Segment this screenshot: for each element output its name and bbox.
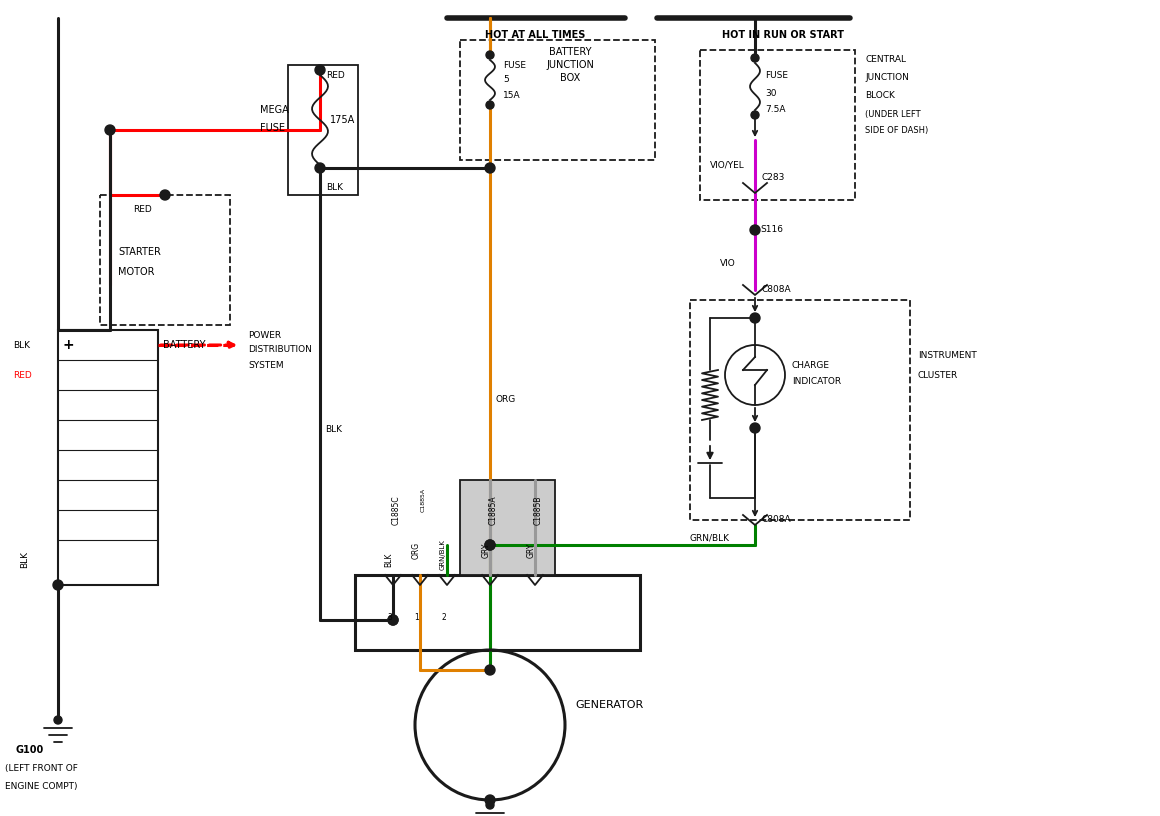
Text: 7.5A: 7.5A [764, 105, 785, 114]
Text: C1885A: C1885A [420, 488, 426, 512]
Text: RED: RED [133, 206, 152, 215]
Text: JUNCTION: JUNCTION [546, 60, 594, 70]
Circle shape [316, 163, 325, 173]
Text: ORG: ORG [495, 396, 515, 405]
Text: BLK: BLK [325, 425, 342, 434]
Circle shape [55, 716, 61, 724]
Text: RED: RED [326, 70, 345, 79]
Circle shape [160, 190, 171, 200]
Text: STARTER: STARTER [118, 247, 161, 257]
Text: 3: 3 [387, 614, 392, 623]
Text: BLK: BLK [384, 552, 393, 567]
Text: BLOCK: BLOCK [865, 91, 894, 100]
Text: C808A: C808A [762, 286, 791, 295]
Text: FUSE: FUSE [260, 123, 285, 133]
Text: 15A: 15A [503, 91, 521, 100]
Text: (LEFT FRONT OF: (LEFT FRONT OF [5, 764, 78, 773]
Text: POWER: POWER [248, 330, 281, 339]
Text: BLK: BLK [326, 184, 343, 193]
Text: ENGINE COMPT): ENGINE COMPT) [5, 782, 78, 791]
Text: FUSE: FUSE [503, 60, 525, 69]
Text: MOTOR: MOTOR [118, 267, 154, 277]
Text: BLK: BLK [20, 552, 29, 569]
Text: GRN/BLK: GRN/BLK [440, 539, 445, 570]
Text: CHARGE: CHARGE [792, 361, 831, 370]
Text: HOT AT ALL TIMES: HOT AT ALL TIMES [485, 30, 585, 40]
Text: MEGA: MEGA [260, 105, 289, 115]
Circle shape [485, 163, 495, 173]
Text: ORG: ORG [412, 542, 420, 559]
Circle shape [106, 125, 115, 135]
Text: SYSTEM: SYSTEM [248, 361, 284, 370]
Text: C1885C: C1885C [392, 495, 400, 525]
Text: GRY: GRY [481, 543, 491, 557]
Text: FUSE: FUSE [764, 70, 788, 79]
Bar [355, 575, 640, 650]
Bar [288, 65, 358, 195]
Text: INDICATOR: INDICATOR [792, 378, 841, 387]
Text: 175A: 175A [329, 115, 355, 125]
Text: CLUSTER: CLUSTER [918, 370, 958, 379]
Text: (UNDER LEFT: (UNDER LEFT [865, 109, 921, 118]
Text: GENERATOR: GENERATOR [575, 700, 644, 710]
Bar [100, 195, 230, 325]
Circle shape [486, 101, 494, 109]
Circle shape [751, 225, 760, 235]
Circle shape [485, 540, 495, 550]
Circle shape [486, 801, 494, 809]
Text: RED: RED [13, 370, 31, 379]
Text: GRY: GRY [527, 543, 536, 557]
Circle shape [751, 423, 760, 433]
Circle shape [751, 54, 759, 62]
Text: 1: 1 [414, 614, 420, 623]
Text: C808A: C808A [762, 516, 791, 525]
Text: VIO: VIO [720, 259, 735, 268]
Circle shape [485, 795, 495, 805]
Circle shape [316, 65, 325, 75]
Text: +: + [63, 338, 74, 352]
Text: S116: S116 [760, 225, 783, 234]
Circle shape [485, 540, 495, 550]
Circle shape [387, 615, 398, 625]
Bar [58, 330, 158, 585]
Circle shape [387, 615, 398, 625]
Bar [699, 50, 855, 200]
Text: C283: C283 [762, 174, 785, 183]
Text: BOX: BOX [560, 73, 580, 83]
Bar [461, 480, 554, 575]
Circle shape [486, 51, 494, 59]
Text: 30: 30 [764, 88, 776, 97]
Text: C1885A: C1885A [488, 495, 498, 525]
Text: G100: G100 [15, 745, 43, 755]
Text: HOT IN RUN OR START: HOT IN RUN OR START [722, 30, 844, 40]
Circle shape [485, 665, 495, 675]
Text: BLK: BLK [13, 340, 30, 349]
Bar [461, 40, 655, 160]
Text: VIO/YEL: VIO/YEL [710, 161, 745, 170]
Text: 5: 5 [503, 76, 509, 85]
Circle shape [751, 111, 759, 119]
Text: SIDE OF DASH): SIDE OF DASH) [865, 126, 928, 135]
Circle shape [53, 580, 63, 590]
Text: BATTERY: BATTERY [549, 47, 592, 57]
Text: DISTRIBUTION: DISTRIBUTION [248, 345, 312, 354]
Circle shape [751, 313, 760, 323]
Text: 2: 2 [442, 614, 447, 623]
Bar [690, 300, 909, 520]
Text: JUNCTION: JUNCTION [865, 73, 909, 82]
Text: C1885B: C1885B [534, 495, 543, 525]
Text: GRN/BLK: GRN/BLK [690, 534, 730, 543]
Text: CENTRAL: CENTRAL [865, 55, 906, 64]
Text: INSTRUMENT: INSTRUMENT [918, 351, 977, 360]
Text: BATTERY: BATTERY [164, 340, 205, 350]
